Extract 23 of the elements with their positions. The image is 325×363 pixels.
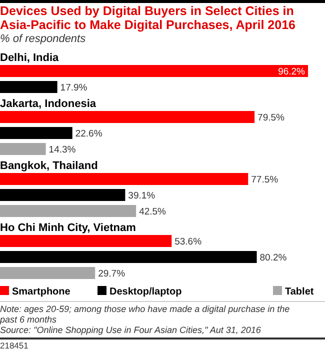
y-tick-label: Bangkok, Thailand: [0, 160, 98, 172]
data-label: 96.2%: [278, 66, 306, 78]
legend-label: Smartphone: [12, 286, 71, 298]
y-tick-label: Delhi, India: [0, 52, 60, 64]
chart-subtitle: % of respondents: [0, 33, 86, 45]
data-label: 17.9%: [60, 82, 88, 94]
y-tick-label: Ho Chi Minh City, Vietnam: [0, 222, 136, 234]
chart-title: Devices Used by Digital Buyers in Select Cities in Asia-Pacific to Make Digital Purchases, April 2016: [0, 4, 296, 32]
data-label: 29.7%: [98, 268, 126, 280]
legend-label: Desktop/laptop: [110, 286, 182, 298]
source-note: Source: "Online Shopping Use in Four Asian Cities," Aut 31, 2016: [0, 325, 261, 335]
data-label: 42.5%: [139, 206, 167, 218]
text: 218451: [0, 340, 29, 350]
data-label: 80.2%: [260, 252, 288, 264]
data-label: 53.6%: [174, 236, 202, 248]
data-label: 77.5%: [251, 174, 279, 186]
text: Note: ages 20-59; among those who have made a digital purchase in the past 6 months: [0, 304, 290, 324]
legend-label: Tablet: [285, 286, 314, 298]
data-label: 79.5%: [258, 112, 286, 124]
data-label: 14.3%: [48, 144, 76, 156]
data-label: 22.6%: [75, 128, 103, 140]
y-tick-label: Jakarta, Indonesia: [0, 98, 97, 110]
data-label: 39.1%: [128, 190, 156, 202]
